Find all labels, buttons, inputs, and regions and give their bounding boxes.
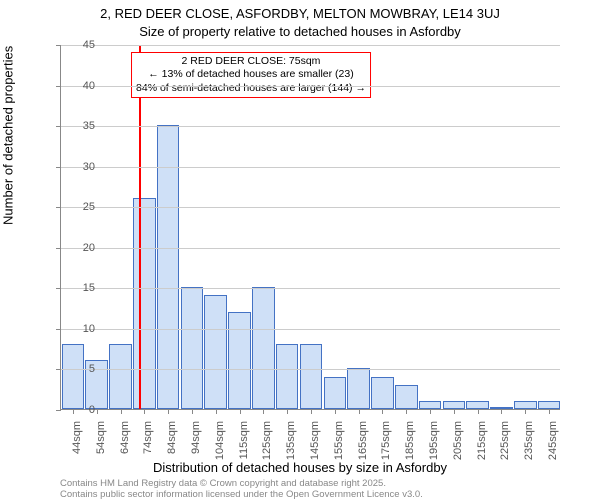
gridline [61, 248, 560, 249]
x-axis-label: Distribution of detached houses by size … [0, 460, 600, 475]
gridline [61, 329, 560, 330]
histogram-bar [300, 344, 323, 409]
attribution-line2: Contains public sector information licen… [60, 489, 423, 500]
xtick-label: 145sqm [309, 421, 321, 460]
xtick-mark [240, 409, 241, 414]
gridline [61, 45, 560, 46]
gridline [61, 126, 560, 127]
xtick-label: 74sqm [142, 421, 154, 454]
histogram-bar [204, 295, 227, 409]
ytick-label: 25 [55, 201, 95, 213]
xtick-mark [311, 409, 312, 414]
annotation-line3: 84% of semi-detached houses are larger (… [136, 82, 366, 95]
histogram-bar [252, 287, 275, 409]
ytick-label: 5 [55, 363, 95, 375]
xtick-mark [121, 409, 122, 414]
xtick-label: 44sqm [71, 421, 83, 454]
xtick-label: 94sqm [190, 421, 202, 454]
ytick-label: 15 [55, 282, 95, 294]
chart-title-line1: 2, RED DEER CLOSE, ASFORDBY, MELTON MOWB… [0, 6, 600, 21]
gridline [61, 86, 560, 87]
histogram-bar [514, 401, 537, 409]
histogram-bar [538, 401, 561, 409]
xtick-mark [406, 409, 407, 414]
annotation-line2: ← 13% of detached houses are smaller (23… [136, 68, 366, 81]
xtick-mark [192, 409, 193, 414]
histogram-bar [276, 344, 299, 409]
xtick-label: 195sqm [428, 421, 440, 460]
gridline [61, 369, 560, 370]
histogram-bar [466, 401, 489, 409]
xtick-mark [287, 409, 288, 414]
histogram-bar [395, 385, 418, 409]
xtick-label: 175sqm [380, 421, 392, 460]
histogram-bar [347, 368, 370, 409]
gridline [61, 207, 560, 208]
ytick-label: 20 [55, 242, 95, 254]
xtick-label: 225sqm [499, 421, 511, 460]
histogram-bar [443, 401, 466, 409]
xtick-label: 215sqm [476, 421, 488, 460]
gridline [61, 167, 560, 168]
xtick-label: 235sqm [523, 421, 535, 460]
ytick-label: 30 [55, 161, 95, 173]
xtick-label: 245sqm [547, 421, 559, 460]
xtick-label: 54sqm [95, 421, 107, 454]
histogram-bar [109, 344, 132, 409]
xtick-label: 185sqm [404, 421, 416, 460]
property-marker-line [139, 45, 141, 409]
histogram-bar [228, 312, 251, 409]
y-axis-label: Number of detached properties [1, 46, 16, 225]
histogram-bar [419, 401, 442, 409]
ytick-label: 10 [55, 323, 95, 335]
chart-container: 2, RED DEER CLOSE, ASFORDBY, MELTON MOWB… [0, 0, 600, 500]
xtick-mark [430, 409, 431, 414]
chart-title-line2: Size of property relative to detached ho… [0, 24, 600, 39]
xtick-label: 115sqm [238, 421, 250, 459]
ytick-label: 0 [55, 404, 95, 416]
xtick-mark [501, 409, 502, 414]
xtick-mark [335, 409, 336, 414]
xtick-mark [359, 409, 360, 414]
xtick-mark [263, 409, 264, 414]
xtick-label: 104sqm [214, 421, 226, 460]
ytick-label: 45 [55, 39, 95, 51]
histogram-bar [133, 198, 156, 409]
xtick-mark [216, 409, 217, 414]
xtick-label: 155sqm [333, 421, 345, 460]
histogram-bar [62, 344, 85, 409]
xtick-label: 125sqm [261, 421, 273, 460]
annotation-box: 2 RED DEER CLOSE: 75sqm ← 13% of detache… [131, 52, 371, 97]
plot-area: 2 RED DEER CLOSE: 75sqm ← 13% of detache… [60, 45, 560, 410]
ytick-label: 35 [55, 120, 95, 132]
xtick-mark [144, 409, 145, 414]
xtick-mark [525, 409, 526, 414]
histogram-bar [371, 377, 394, 409]
ytick-label: 40 [55, 80, 95, 92]
histogram-bar [324, 377, 347, 409]
xtick-mark [97, 409, 98, 414]
annotation-line1: 2 RED DEER CLOSE: 75sqm [136, 55, 366, 68]
attribution-line1: Contains HM Land Registry data © Crown c… [60, 478, 386, 489]
gridline [61, 288, 560, 289]
xtick-mark [478, 409, 479, 414]
xtick-label: 165sqm [357, 421, 369, 460]
xtick-mark [382, 409, 383, 414]
xtick-mark [549, 409, 550, 414]
xtick-label: 205sqm [452, 421, 464, 460]
xtick-label: 64sqm [119, 421, 131, 454]
xtick-label: 84sqm [166, 421, 178, 454]
xtick-label: 135sqm [285, 421, 297, 460]
xtick-mark [168, 409, 169, 414]
histogram-bar [157, 125, 180, 409]
xtick-mark [454, 409, 455, 414]
histogram-bars [61, 45, 560, 409]
histogram-bar [181, 287, 204, 409]
